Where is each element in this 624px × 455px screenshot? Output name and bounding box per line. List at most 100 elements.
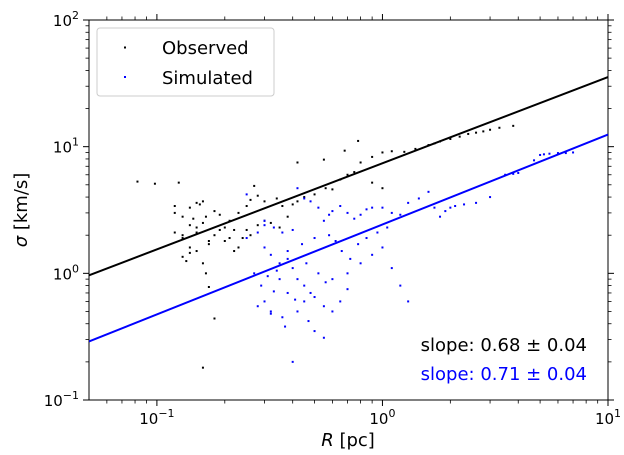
point-simulated [309, 200, 312, 203]
point-observed [218, 228, 221, 231]
point-simulated [286, 257, 289, 260]
point-observed [371, 155, 374, 158]
fit-line-simulated [89, 133, 608, 343]
point-observed [195, 250, 198, 253]
point-observed [414, 147, 417, 150]
point-simulated [346, 211, 349, 214]
point-simulated [301, 243, 304, 246]
point-simulated [346, 288, 349, 291]
point-observed [467, 132, 470, 135]
point-observed [296, 161, 299, 164]
y-axis-label: σ [km/s] [11, 173, 32, 248]
point-observed [322, 158, 325, 161]
point-simulated [564, 152, 567, 155]
point-observed [278, 226, 281, 229]
data-points [136, 124, 575, 369]
point-simulated [353, 217, 356, 220]
point-observed [324, 187, 327, 190]
point-simulated [272, 290, 275, 293]
point-simulated [322, 219, 325, 222]
point-simulated [286, 250, 289, 253]
point-observed [181, 234, 184, 237]
point-simulated [334, 240, 337, 242]
point-simulated [284, 325, 287, 328]
point-observed [512, 124, 515, 127]
point-simulated [303, 300, 306, 303]
point-observed [188, 246, 191, 249]
point-simulated [324, 281, 327, 284]
x-tick-label: 100 [369, 407, 395, 428]
point-simulated [253, 272, 256, 275]
point-simulated [407, 300, 410, 303]
point-simulated [407, 201, 410, 204]
point-simulated [305, 262, 308, 265]
point-observed [331, 188, 334, 191]
point-observed [403, 150, 406, 153]
point-simulated [263, 246, 266, 249]
point-simulated [572, 151, 575, 154]
point-simulated [339, 205, 342, 208]
point-observed [357, 139, 360, 142]
point-observed [253, 184, 256, 187]
point-simulated [371, 206, 374, 209]
point-observed [281, 205, 284, 208]
point-simulated [365, 208, 368, 211]
point-observed [286, 215, 289, 218]
point-observed [213, 210, 216, 213]
point-observed [249, 234, 252, 237]
point-simulated [439, 215, 442, 218]
point-simulated [517, 171, 520, 174]
point-observed [153, 182, 156, 185]
point-simulated [427, 190, 430, 193]
point-observed [181, 255, 184, 258]
point-simulated [281, 231, 284, 234]
point-simulated [331, 210, 334, 213]
point-observed [275, 197, 278, 200]
point-simulated [365, 237, 368, 240]
annotation-observed-slope: slope: 0.68 ± 0.04 [421, 335, 587, 356]
point-observed [263, 200, 266, 203]
point-simulated [281, 316, 284, 319]
point-simulated [291, 267, 294, 270]
point-simulated [381, 246, 384, 249]
point-simulated [542, 153, 545, 156]
point-observed [249, 198, 252, 201]
point-simulated [504, 173, 507, 176]
point-observed [136, 180, 139, 183]
point-observed [427, 144, 430, 147]
point-observed [237, 246, 240, 249]
point-observed [241, 237, 244, 240]
point-observed [489, 128, 492, 131]
point-simulated [317, 206, 320, 209]
point-simulated [357, 243, 360, 246]
point-observed [188, 251, 191, 254]
legend: Observed Simulated [96, 27, 275, 97]
point-simulated [433, 206, 436, 209]
legend-marker-observed [124, 46, 126, 49]
point-observed [291, 203, 294, 206]
point-simulated [275, 269, 278, 272]
point-simulated [331, 310, 334, 313]
point-observed [201, 366, 204, 369]
legend-box [96, 27, 275, 97]
point-observed [343, 149, 346, 152]
point-observed [195, 226, 198, 229]
point-observed [201, 262, 204, 265]
point-simulated [263, 219, 266, 222]
x-tick-label: 101 [595, 407, 621, 428]
point-simulated [399, 284, 402, 287]
axis-ticks [83, 14, 614, 406]
y-tick-label: 101 [53, 136, 79, 157]
y-tick-label: 100 [53, 262, 79, 283]
point-simulated [256, 305, 259, 308]
annotation-simulated-slope: slope: 0.71 ± 0.04 [421, 364, 587, 385]
point-observed [458, 135, 461, 138]
point-simulated [346, 272, 349, 275]
fit-lines [89, 76, 608, 343]
point-simulated [512, 172, 515, 175]
point-observed [207, 240, 210, 242]
point-simulated [307, 320, 310, 323]
point-observed [201, 200, 204, 203]
point-simulated [349, 257, 352, 260]
point-observed [207, 286, 210, 288]
